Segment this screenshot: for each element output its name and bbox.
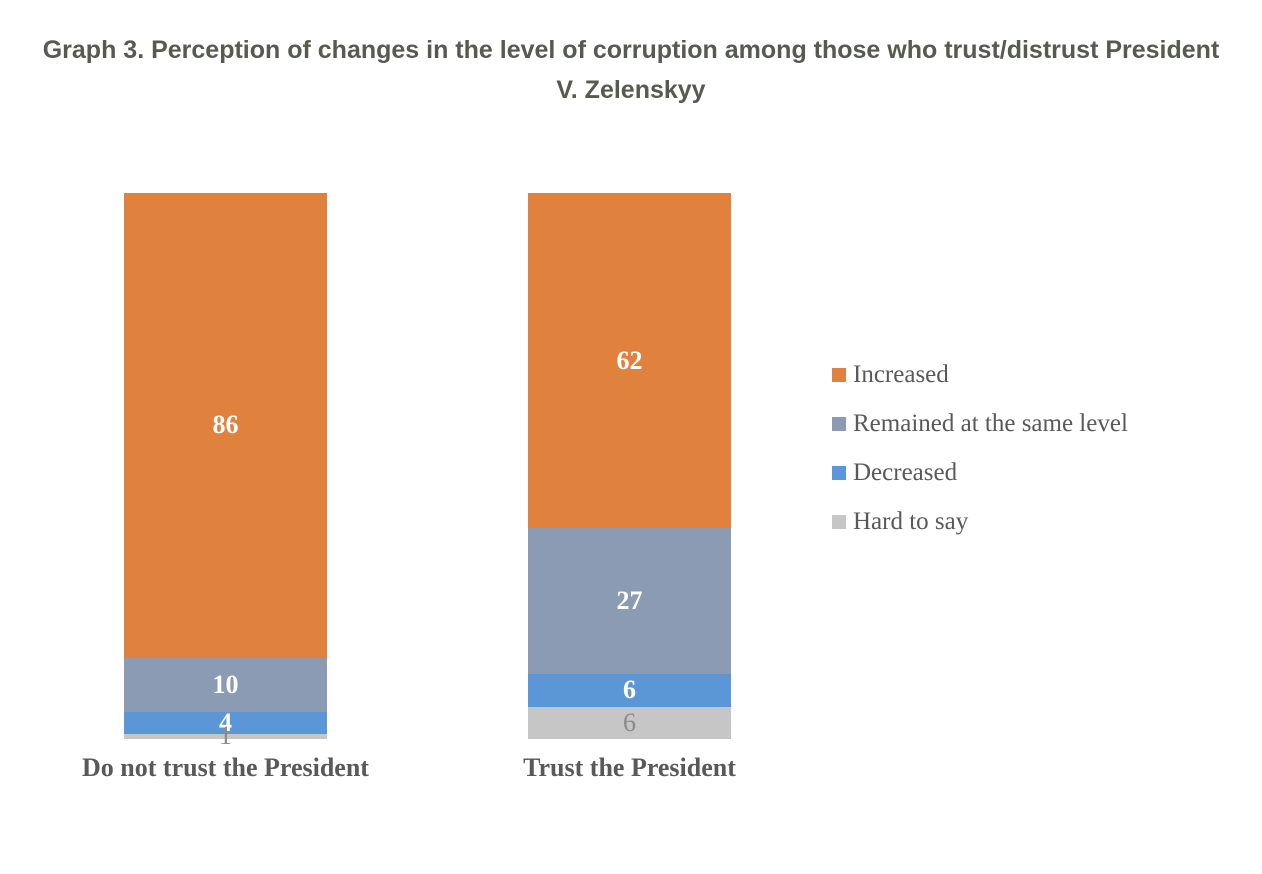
legend-label: Increased (853, 361, 949, 388)
stacked-bar-2: 62 27 6 6 (528, 193, 731, 739)
legend-swatch-icon (832, 417, 846, 431)
data-label: 62 (616, 345, 643, 375)
data-label: 10 (212, 669, 239, 699)
bar-segment: 6 (528, 706, 731, 739)
data-label: 4 (219, 707, 232, 737)
legend-swatch-icon (832, 515, 846, 529)
legend-label: Remained at the same level (853, 410, 1128, 437)
bar-segment: 4 (124, 707, 327, 737)
legend-swatch-icon (832, 466, 846, 480)
data-label: 1 (219, 721, 232, 751)
legend-item: Decreased (832, 459, 957, 487)
legend-label: Hard to say (853, 508, 969, 535)
data-label: 6 (623, 707, 636, 737)
category-label: Trust the President (523, 753, 736, 782)
legend-label: Decreased (853, 459, 958, 486)
stacked-bar-1: 86 10 4 1 (124, 193, 327, 749)
chart-title: Graph 3. Perception of changes in the le… (42, 36, 1220, 104)
bar-segment: 86 (124, 193, 327, 658)
bar-segment: 10 (124, 657, 327, 712)
legend-item: Increased (832, 361, 949, 389)
data-label: 27 (616, 586, 643, 616)
bar-segment: 62 (528, 193, 731, 529)
category-label: Do not trust the President (82, 753, 369, 782)
data-label: 6 (623, 675, 636, 705)
data-label: 86 (212, 410, 239, 440)
bar-segment: 1 (124, 723, 327, 749)
legend-swatch-icon (832, 368, 846, 382)
bar-segment: 27 (528, 528, 731, 675)
bar-segment: 6 (528, 674, 731, 707)
legend-item: Remained at the same level (832, 410, 1128, 438)
legend-item: Hard to say (832, 508, 968, 536)
